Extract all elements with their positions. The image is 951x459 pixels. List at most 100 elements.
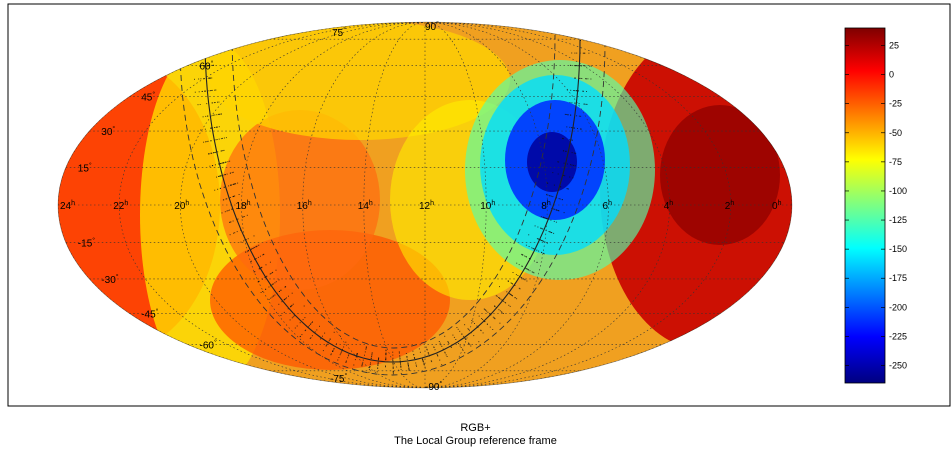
star-point: [234, 195, 236, 197]
star-point: [291, 304, 293, 306]
star-point: [521, 254, 523, 256]
star-point: [332, 350, 334, 352]
star-point: [253, 271, 255, 273]
star-point: [578, 65, 579, 67]
star-point: [272, 295, 274, 297]
colorbar-tick-label: 25: [889, 41, 899, 51]
star-point: [339, 354, 341, 356]
star-point: [583, 65, 585, 67]
plane-solid: [204, 39, 581, 363]
star-point: [222, 137, 223, 139]
star-point: [224, 211, 226, 213]
star-point: [558, 161, 560, 163]
star-point: [521, 265, 523, 267]
star-point: [241, 204, 243, 206]
star-point: [303, 305, 305, 307]
dec-tick-label: -90°: [425, 380, 442, 393]
star-point: [542, 205, 544, 206]
star-point: [543, 253, 545, 255]
star-point: [214, 152, 216, 153]
star-point: [208, 65, 210, 67]
star-point: [269, 261, 271, 263]
meridian-line: [302, 22, 426, 388]
star-point: [567, 188, 569, 190]
star-point: [206, 141, 208, 143]
plane-dashed-outer: [179, 44, 606, 376]
star-point: [580, 115, 582, 117]
star-point: [566, 163, 568, 165]
star-point: [426, 349, 428, 351]
star-point: [499, 322, 501, 324]
star-point: [227, 161, 229, 163]
colorbar-tick-label: 0: [889, 70, 894, 80]
star-point: [257, 281, 259, 283]
star-point: [207, 140, 209, 142]
star-point: [460, 347, 462, 348]
star-point: [364, 351, 366, 353]
star-point: [485, 309, 487, 311]
star-point: [219, 187, 221, 189]
star-point: [392, 363, 394, 365]
star-point: [544, 241, 546, 243]
star-point: [565, 150, 567, 152]
star-point: [528, 234, 530, 236]
star-point: [445, 354, 447, 356]
star-point: [563, 212, 565, 214]
star-point: [271, 272, 273, 274]
star-point: [465, 338, 466, 340]
star-point: [576, 115, 578, 117]
star-point: [478, 315, 480, 317]
star-point: [440, 344, 442, 346]
chart-title: RGB+: [460, 422, 491, 434]
star-point: [245, 239, 247, 241]
star-point: [362, 359, 364, 361]
star-point: [217, 188, 219, 190]
star-point: [569, 126, 571, 128]
star-point: [234, 232, 236, 234]
star-point: [585, 103, 587, 105]
star-point: [369, 367, 371, 368]
star-point: [222, 174, 224, 176]
star-point: [218, 138, 220, 140]
star-point: [302, 319, 304, 321]
star-point: [559, 198, 561, 200]
star-point: [542, 216, 544, 218]
star-point: [371, 354, 373, 356]
star-point: [543, 240, 544, 242]
star-point: [516, 262, 518, 264]
star-point: [399, 358, 401, 360]
star-point: [326, 343, 328, 345]
dec-tick-label: -15°: [78, 237, 95, 250]
star-point: [447, 341, 449, 343]
star-point: [310, 323, 312, 325]
star-point: [546, 218, 548, 220]
star-point: [199, 104, 201, 105]
sky-border: [57, 21, 793, 389]
star-point: [423, 363, 425, 365]
star-point: [583, 103, 585, 105]
star-point: [421, 358, 423, 360]
star-point: [551, 232, 552, 233]
meridian-line: [241, 22, 426, 388]
star-point: [509, 305, 511, 307]
star-point: [338, 357, 340, 358]
star-point: [229, 172, 231, 174]
star-point: [572, 177, 574, 179]
star-point: [546, 194, 547, 196]
star-point: [228, 185, 230, 187]
star-point: [216, 139, 218, 140]
star-point: [471, 320, 473, 321]
star-point: [314, 331, 316, 333]
ra-tick-label: 24h: [60, 200, 75, 212]
star-point: [573, 152, 575, 154]
star-point: [478, 341, 480, 343]
star-point: [227, 210, 229, 212]
star-point: [576, 52, 578, 54]
star-point: [406, 356, 408, 358]
star-point: [392, 351, 394, 353]
star-point: [265, 264, 267, 266]
star-point: [500, 298, 502, 300]
star-point: [422, 359, 424, 360]
star-point: [553, 208, 555, 210]
star-point: [340, 352, 342, 354]
